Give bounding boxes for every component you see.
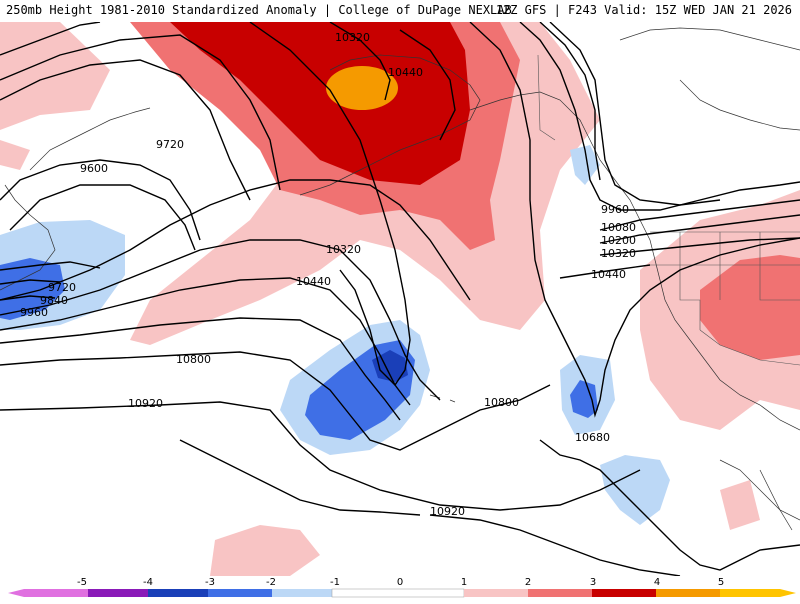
contour-label: 10320	[601, 247, 636, 260]
colorbar-svg	[8, 588, 796, 598]
colorbar-bin	[331, 588, 465, 598]
colorbar-bin	[88, 589, 148, 597]
contour-label: 10800	[176, 353, 211, 366]
colorbar-label: 0	[396, 577, 404, 588]
colorbar-label: -3	[205, 577, 215, 588]
contour-label: 10440	[296, 275, 331, 288]
colorbar-bin	[272, 589, 332, 597]
colorbar-bin	[656, 589, 720, 597]
colorbar-bin	[464, 589, 528, 597]
colorbar-bin	[24, 589, 88, 597]
contour-label: 10680	[575, 431, 610, 444]
anomaly-map: 10320 10440 9720 9600 9960 10080 10200 1…	[0, 22, 800, 576]
political-borders	[537, 54, 800, 366]
contour-label: 10320	[335, 31, 370, 44]
colorbar-label: 4	[653, 577, 661, 588]
colorbar-left-arrow	[8, 589, 24, 597]
contour-label: 9960	[20, 306, 48, 319]
colorbar: -5 -4 -3 -2 -1 0 1 2 3 4 5	[0, 576, 800, 600]
contour-label: 9600	[80, 162, 108, 175]
map-title: 250mb Height 1981-2010 Standardized Anom…	[6, 3, 512, 17]
contour-label: 9720	[48, 281, 76, 294]
contour-label: 10440	[591, 268, 626, 281]
contour-label: 10920	[128, 397, 163, 410]
colorbar-label: -1	[330, 577, 340, 588]
colorbar-label: -5	[77, 577, 87, 588]
colorbar-label: 5	[717, 577, 725, 588]
contour-label: 10080	[601, 221, 636, 234]
colorbar-label: 1	[460, 577, 468, 588]
header-bar: 250mb Height 1981-2010 Standardized Anom…	[0, 0, 800, 22]
colorbar-bin	[720, 589, 780, 597]
colorbar-bin	[208, 589, 272, 597]
contour-label: 9720	[156, 138, 184, 151]
anomaly-pos3-shading	[170, 22, 470, 185]
contour-label: 9840	[40, 294, 68, 307]
colorbar-bin	[528, 589, 592, 597]
contour-label: 9960	[601, 203, 629, 216]
colorbar-label: 3	[589, 577, 597, 588]
contour-label: 10920	[430, 505, 465, 518]
colorbar-label: -2	[266, 577, 276, 588]
contour-label: 10320	[326, 243, 361, 256]
colorbar-bin	[592, 589, 656, 597]
colorbar-label: -4	[143, 577, 153, 588]
colorbar-label: 2	[524, 577, 532, 588]
contour-label: 10200	[601, 234, 636, 247]
anomaly-pos4-shading	[326, 66, 398, 110]
contour-label: 10800	[484, 396, 519, 409]
colorbar-right-arrow	[780, 589, 796, 597]
height-contours	[0, 22, 800, 576]
run-info: 12Z GFS | F243 Valid: 15Z WED JAN 21 202…	[495, 3, 792, 17]
map-svg: 10320 10440 9720 9600 9960 10080 10200 1…	[0, 22, 800, 576]
colorbar-bin	[148, 589, 208, 597]
contour-label: 10440	[388, 66, 423, 79]
contour-labels: 10320 10440 9720 9600 9960 10080 10200 1…	[20, 31, 636, 518]
